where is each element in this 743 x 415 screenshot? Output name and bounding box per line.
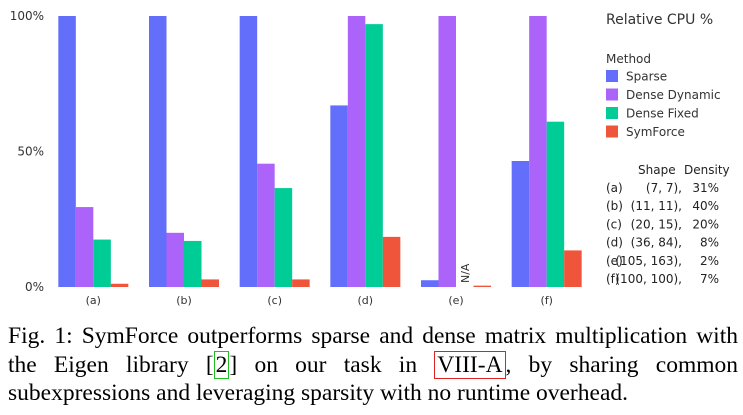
table-row-label: (b) [606, 199, 623, 213]
legend-swatch [606, 107, 618, 119]
bar-dense-dynamic-4 [438, 16, 456, 287]
legend-swatch [606, 70, 618, 82]
bar-dense-dynamic-5 [529, 16, 547, 287]
table-row-label: (e) [606, 254, 623, 268]
x-axis: (a) (b) (c) (d) (e) (f) [86, 294, 553, 307]
table-row-density: 20% [692, 217, 719, 231]
table-header-shape: Shape [638, 163, 676, 177]
table-row-label: (c) [606, 217, 622, 231]
legend-label: Dense Fixed [626, 107, 699, 121]
legend-title: Method [606, 52, 651, 66]
x-tick-label: (e) [448, 294, 463, 307]
bar-dense-dynamic-1 [166, 232, 184, 287]
bar-symforce-1 [201, 279, 219, 287]
legend-swatch [606, 88, 618, 101]
x-tick-label: (f) [540, 294, 552, 307]
bar-symforce-0 [110, 283, 129, 287]
bar-dense-fixed-2 [274, 188, 293, 287]
table-row-density: 2% [700, 254, 719, 268]
bar-symforce-3 [382, 236, 401, 287]
table-row-label: (a) [606, 181, 623, 195]
bar-dense-dynamic-3 [347, 16, 366, 287]
chart-title: Relative CPU % [606, 12, 713, 28]
bar-sparse-2 [239, 16, 258, 287]
section-link[interactable]: VIII-A [434, 350, 506, 379]
bar-dense-fixed-5 [546, 121, 565, 287]
bar-dense-dynamic-2 [257, 163, 275, 287]
bar-sparse-0 [58, 16, 76, 287]
y-tick-label: 50% [17, 145, 44, 159]
x-tick-label: (a) [86, 294, 101, 307]
table-row-label: (f) [606, 272, 620, 286]
shape-density-table: Shape Density (a) (7, 7), 31% (b) (11, 11), 40%… [606, 163, 730, 286]
citation-link[interactable]: 2 [213, 350, 230, 379]
bar-dense-fixed-1 [184, 240, 202, 287]
bar-sparse-1 [149, 16, 167, 287]
legend-label: Sparse [626, 70, 667, 84]
table-row-shape: (36, 84), [631, 236, 682, 250]
legend-swatch [606, 125, 618, 138]
caption-middle: ] on our task in [229, 351, 435, 378]
x-tick-label: (c) [267, 294, 282, 307]
legend-label: SymForce [626, 125, 685, 139]
bar-dense-dynamic-0 [75, 207, 94, 287]
caption-prefix: Fig. 1: SymForce outperforms sparse and … [8, 323, 738, 378]
bar-dense-fixed-3 [365, 24, 383, 287]
legend: Sparse Dense Dynamic Dense Fixed SymForce [606, 70, 721, 139]
bars: N/A [58, 16, 582, 288]
bar-sparse-5 [511, 160, 530, 287]
table-row-density: 8% [700, 236, 719, 250]
table-row-shape: (20, 15), [631, 217, 682, 231]
table-row-density: 7% [700, 272, 719, 286]
x-tick-label: (b) [176, 294, 192, 307]
bar-dense-fixed-0 [93, 239, 111, 287]
bar-symforce-5 [564, 250, 582, 287]
table-row-label: (d) [606, 236, 623, 250]
y-axis: 0% 50% 100% [10, 9, 44, 294]
na-annotation: N/A [459, 263, 472, 283]
table-header-density: Density [684, 163, 730, 177]
bar-sparse-4 [421, 280, 439, 287]
bar-symforce-2 [292, 279, 310, 287]
caption-suffix: , by sharing common subexpressions and l… [8, 351, 738, 407]
figure-caption: Fig. 1: SymForce outperforms sparse and … [8, 322, 738, 408]
legend-label: Dense Dynamic [626, 88, 721, 102]
table-row-shape: (11, 11), [631, 199, 682, 213]
bar-chart: 0% 50% 100% N/A (a) (b) (c) (d) (e) (f) Relativ… [10, 9, 730, 307]
bar-sparse-3 [330, 105, 348, 288]
y-tick-label: 100% [10, 9, 44, 23]
table-row-density: 40% [692, 199, 719, 213]
y-tick-label: 0% [25, 280, 44, 294]
table-row-shape: (105, 163), [615, 254, 682, 268]
x-tick-label: (d) [358, 294, 374, 307]
table-row-shape: (100, 100), [615, 272, 682, 286]
bar-symforce-4 [473, 285, 491, 287]
table-row-shape: (7, 7), [646, 181, 682, 195]
table-row-density: 31% [692, 181, 719, 195]
